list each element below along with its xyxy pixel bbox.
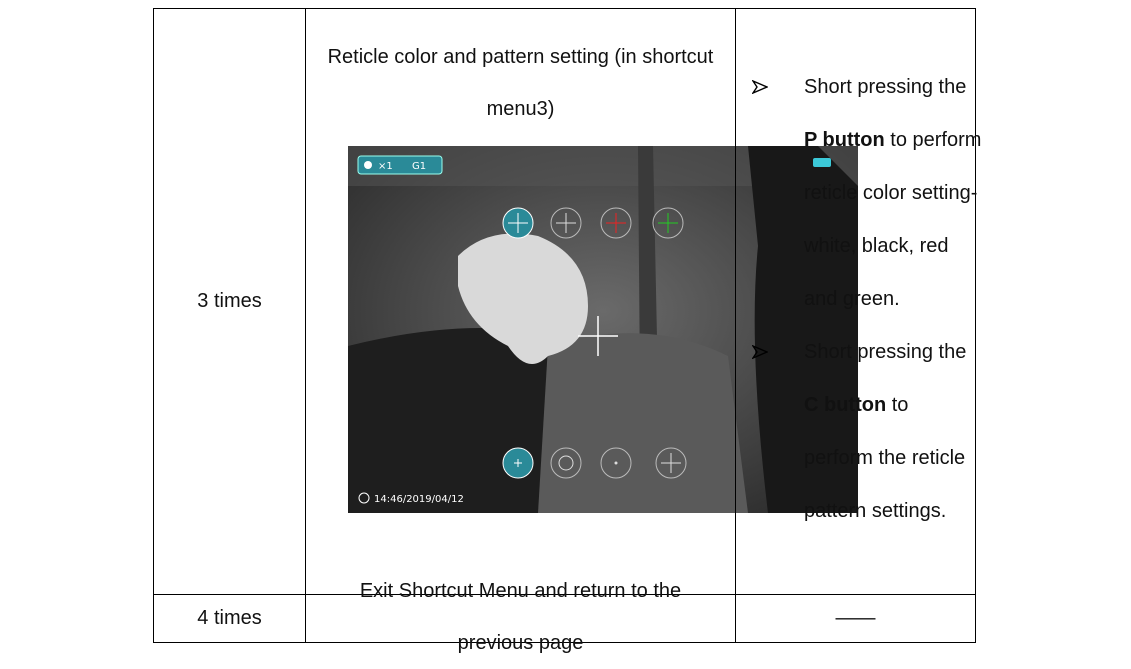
bullet-item: Short pressing the C button to perform t… [736,326,982,538]
cell-text: 4 times [197,607,262,629]
cell-text: Exit Shortcut Menu and return to the pre… [359,579,682,654]
mode-label: G1 [412,161,426,172]
bullet-arrow [752,345,768,359]
action-cell: Short pressing the P button to perform r… [735,8,981,595]
text: Short pressing the [804,341,967,363]
text: to perform the reticle pattern settings. [804,394,966,522]
action-cell: —— [735,594,976,643]
cell-text: Reticle color and pattern setting (in sh… [327,46,714,120]
timestamp: 14:46/2019/04/12 [374,494,464,505]
bullet-arrow [752,80,768,94]
bold-text: P button [804,129,885,151]
text: to perform reticle color setting-white, … [804,129,982,310]
row-label: 4 times [153,594,306,643]
bold-text: C button [804,394,887,416]
text: Short pressing the [804,76,967,98]
page: 3 times Reticle color and pattern settin… [153,8,981,654]
cell-text: 3 times [197,290,262,312]
cell-text: —— [835,607,876,629]
screenshot: ×1 G1 14:46/2019/04/12 [348,146,858,513]
description-cell: Reticle color and pattern setting (in sh… [305,8,858,595]
row-label: 3 times [153,8,306,595]
zoom-label: ×1 [378,161,393,172]
description-cell: Exit Shortcut Menu and return to the pre… [305,580,736,654]
bullet-item: Short pressing the P button to perform r… [736,61,982,326]
